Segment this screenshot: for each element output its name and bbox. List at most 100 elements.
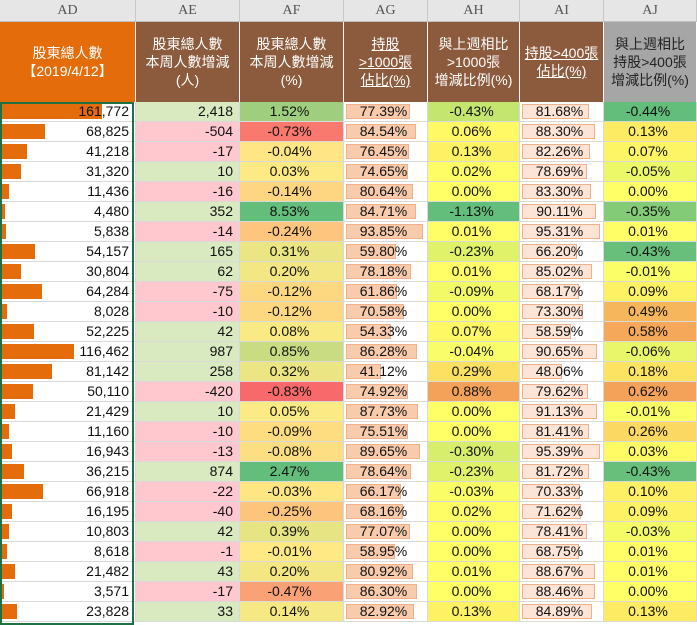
cell-ah[interactable]: 0.13%: [428, 602, 520, 622]
cell-ah[interactable]: 0.01%: [428, 262, 520, 282]
cell-ad[interactable]: 30,804: [0, 262, 136, 282]
cell-ah[interactable]: 0.00%: [428, 522, 520, 542]
cell-aj[interactable]: -0.03%: [604, 522, 697, 542]
cell-ae[interactable]: -14: [136, 222, 240, 242]
cell-ag[interactable]: 93.85%: [344, 222, 428, 242]
cell-ad[interactable]: 36,215: [0, 462, 136, 482]
cell-ah[interactable]: 0.00%: [428, 182, 520, 202]
cell-ah[interactable]: 0.00%: [428, 302, 520, 322]
cell-ad[interactable]: 50,110: [0, 382, 136, 402]
cell-ad[interactable]: 68,825: [0, 122, 136, 142]
column-letter-ae[interactable]: AE: [136, 0, 240, 22]
cell-ag[interactable]: 84.54%: [344, 122, 428, 142]
cell-aj[interactable]: -0.06%: [604, 342, 697, 362]
cell-ah[interactable]: 0.01%: [428, 222, 520, 242]
cell-ad[interactable]: 54,157: [0, 242, 136, 262]
cell-ae[interactable]: -75: [136, 282, 240, 302]
cell-ad[interactable]: 16,943: [0, 442, 136, 462]
cell-ai[interactable]: 90.65%: [520, 342, 604, 362]
cell-ah[interactable]: 0.01%: [428, 562, 520, 582]
cell-ad[interactable]: 16,195: [0, 502, 136, 522]
header-aj[interactable]: 與上週相比 持股>400張 增減比例(%): [604, 22, 697, 102]
cell-ag[interactable]: 78.64%: [344, 462, 428, 482]
cell-ai[interactable]: 78.69%: [520, 162, 604, 182]
cell-ai[interactable]: 88.46%: [520, 582, 604, 602]
cell-ah[interactable]: -0.04%: [428, 342, 520, 362]
cell-ad[interactable]: 116,462: [0, 342, 136, 362]
cell-ad[interactable]: 5,838: [0, 222, 136, 242]
cell-aj[interactable]: 0.01%: [604, 542, 697, 562]
cell-ae[interactable]: 10: [136, 402, 240, 422]
column-letter-ad[interactable]: AD: [0, 0, 136, 22]
cell-ad[interactable]: 161,772: [0, 102, 136, 122]
cell-ae[interactable]: -16: [136, 182, 240, 202]
cell-ad[interactable]: 21,482: [0, 562, 136, 582]
cell-ai[interactable]: 73.30%: [520, 302, 604, 322]
cell-ae[interactable]: 42: [136, 522, 240, 542]
cell-ae[interactable]: -13: [136, 442, 240, 462]
cell-aj[interactable]: 0.62%: [604, 382, 697, 402]
cell-ah[interactable]: 0.00%: [428, 422, 520, 442]
cell-ad[interactable]: 8,618: [0, 542, 136, 562]
cell-aj[interactable]: 0.00%: [604, 582, 697, 602]
cell-ae[interactable]: -1: [136, 542, 240, 562]
cell-ae[interactable]: 42: [136, 322, 240, 342]
cell-ad[interactable]: 11,436: [0, 182, 136, 202]
cell-ah[interactable]: 0.06%: [428, 122, 520, 142]
cell-aj[interactable]: 0.01%: [604, 222, 697, 242]
cell-af[interactable]: 0.08%: [240, 322, 344, 342]
cell-af[interactable]: -0.04%: [240, 142, 344, 162]
cell-ag[interactable]: 89.65%: [344, 442, 428, 462]
cell-ai[interactable]: 88.30%: [520, 122, 604, 142]
cell-ai[interactable]: 95.39%: [520, 442, 604, 462]
cell-ag[interactable]: 86.28%: [344, 342, 428, 362]
cell-ai[interactable]: 48.06%: [520, 362, 604, 382]
cell-aj[interactable]: -0.01%: [604, 262, 697, 282]
cell-ai[interactable]: 85.02%: [520, 262, 604, 282]
cell-ai[interactable]: 68.17%: [520, 282, 604, 302]
cell-ai[interactable]: 71.62%: [520, 502, 604, 522]
cell-ae[interactable]: 43: [136, 562, 240, 582]
cell-af[interactable]: 0.14%: [240, 602, 344, 622]
cell-aj[interactable]: -0.43%: [604, 462, 697, 482]
cell-ae[interactable]: 10: [136, 162, 240, 182]
cell-aj[interactable]: -0.05%: [604, 162, 697, 182]
cell-ae[interactable]: 874: [136, 462, 240, 482]
cell-aj[interactable]: 0.07%: [604, 142, 697, 162]
cell-ag[interactable]: 77.07%: [344, 522, 428, 542]
cell-ad[interactable]: 3,571: [0, 582, 136, 602]
cell-ae[interactable]: 62: [136, 262, 240, 282]
cell-ai[interactable]: 83.30%: [520, 182, 604, 202]
cell-ai[interactable]: 70.33%: [520, 482, 604, 502]
header-ah[interactable]: 與上週相比 >1000張 增減比例(%): [428, 22, 520, 102]
cell-ah[interactable]: -0.30%: [428, 442, 520, 462]
cell-aj[interactable]: 0.58%: [604, 322, 697, 342]
cell-ai[interactable]: 84.89%: [520, 602, 604, 622]
cell-af[interactable]: -0.08%: [240, 442, 344, 462]
cell-ag[interactable]: 58.95%: [344, 542, 428, 562]
cell-af[interactable]: 0.05%: [240, 402, 344, 422]
cell-aj[interactable]: 0.03%: [604, 442, 697, 462]
cell-af[interactable]: -0.12%: [240, 282, 344, 302]
cell-ad[interactable]: 10,803: [0, 522, 136, 542]
cell-ae[interactable]: -17: [136, 142, 240, 162]
column-letter-ag[interactable]: AG: [344, 0, 428, 22]
cell-ah[interactable]: -1.13%: [428, 202, 520, 222]
cell-ad[interactable]: 11,160: [0, 422, 136, 442]
cell-ag[interactable]: 61.86%: [344, 282, 428, 302]
cell-ad[interactable]: 21,429: [0, 402, 136, 422]
cell-ae[interactable]: 352: [136, 202, 240, 222]
cell-ad[interactable]: 4,480: [0, 202, 136, 222]
column-letter-af[interactable]: AF: [240, 0, 344, 22]
cell-ai[interactable]: 79.62%: [520, 382, 604, 402]
cell-aj[interactable]: 0.09%: [604, 502, 697, 522]
cell-ai[interactable]: 66.20%: [520, 242, 604, 262]
cell-af[interactable]: 2.47%: [240, 462, 344, 482]
cell-ae[interactable]: -22: [136, 482, 240, 502]
header-af[interactable]: 股東總人數 本周人數增減 (%): [240, 22, 344, 102]
cell-ah[interactable]: -0.23%: [428, 242, 520, 262]
cell-ad[interactable]: 31,320: [0, 162, 136, 182]
cell-af[interactable]: -0.83%: [240, 382, 344, 402]
cell-ah[interactable]: -0.09%: [428, 282, 520, 302]
header-ad[interactable]: 股東總人數 【2019/4/12】: [0, 22, 136, 102]
